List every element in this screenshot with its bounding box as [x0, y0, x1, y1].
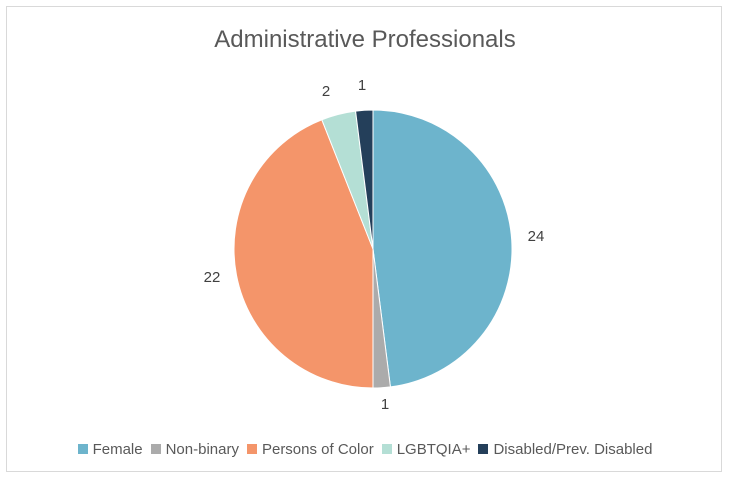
legend-item: LGBTQIA+	[381, 441, 471, 458]
data-label-non-binary: 1	[381, 396, 389, 413]
chart-legend: Female Non-binary Persons of Color LGBTQIA+…	[0, 441, 730, 458]
data-label-disabled-prev-disabled: 1	[358, 77, 366, 94]
legend-label: Female	[92, 441, 143, 458]
legend-item: Disabled/Prev. Disabled	[478, 441, 652, 458]
legend-item: Non-binary	[150, 441, 239, 458]
legend-label: Persons of Color	[261, 441, 374, 458]
legend-label: Non-binary	[165, 441, 239, 458]
legend-item: Female	[77, 441, 143, 458]
legend-label: Disabled/Prev. Disabled	[493, 441, 653, 458]
legend-swatch	[77, 444, 88, 454]
legend-swatch	[478, 444, 489, 454]
pie-slice-disabled-prev-disabled	[355, 109, 374, 250]
legend-item: Persons of Color	[246, 441, 374, 458]
data-label-persons-of-color: 22	[204, 269, 221, 286]
data-label-female: 24	[528, 228, 545, 245]
chart-title: Administrative Professionals	[214, 26, 516, 53]
legend-swatch	[246, 444, 257, 454]
pie-slice-persons-of-color	[233, 119, 374, 389]
data-label-lgbtqia: 2	[322, 83, 330, 100]
legend-label: LGBTQIA+	[396, 441, 471, 458]
pie-slice-female	[372, 109, 513, 388]
legend-swatch	[150, 444, 161, 454]
legend-swatch	[381, 444, 392, 454]
